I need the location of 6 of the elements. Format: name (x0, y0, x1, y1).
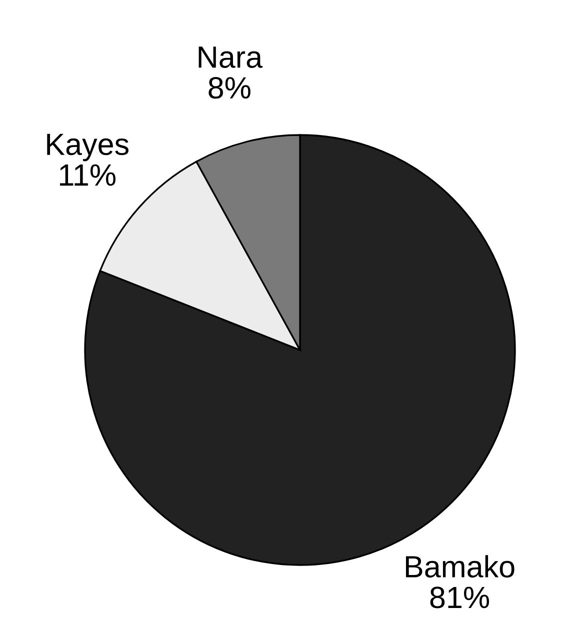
data-label: 81% (430, 586, 490, 608)
slice-label: Kayes (47, 134, 128, 162)
data-label: 11% (60, 164, 116, 186)
data-label: 8% (208, 77, 250, 99)
slice-label: Bamako (406, 555, 514, 578)
slice-label: Nara (198, 46, 263, 68)
